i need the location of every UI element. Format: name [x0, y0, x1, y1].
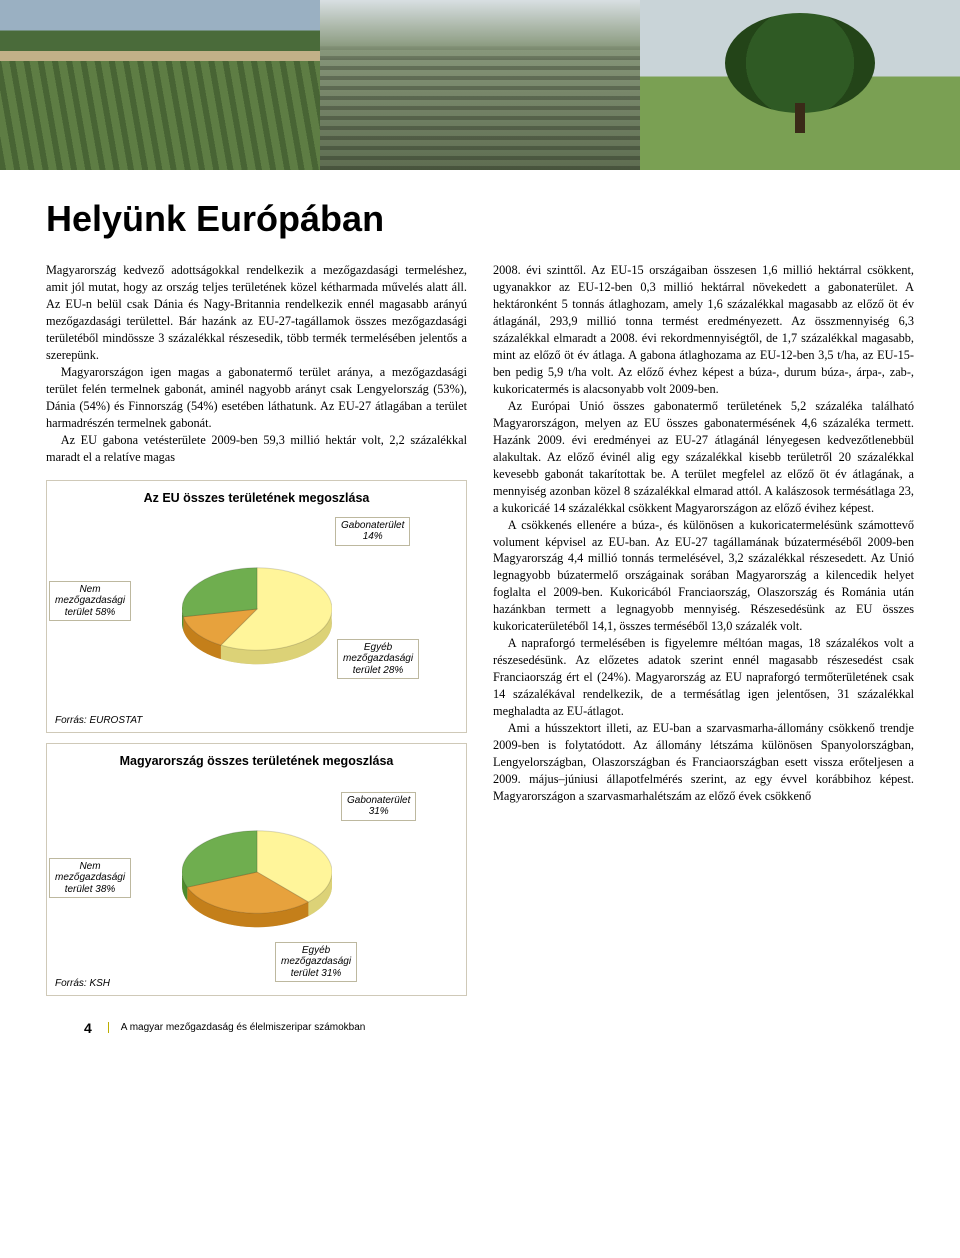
chart-eu-pie — [182, 541, 332, 680]
chart-hu-label-1: Gabonaterület31% — [341, 792, 416, 821]
chart-hu-area: Nemmezőgazdaságiterület 38% Gabonaterüle… — [55, 774, 458, 974]
chart-hu-title: Magyarország összes területének megoszlá… — [55, 754, 458, 768]
chart-eu-area: Nemmezőgazdaságiterület 58% Gabonaterüle… — [55, 511, 458, 711]
chart-hu-pie — [182, 804, 332, 943]
body-paragraph: A csökkenés ellenére a búza-, és különös… — [493, 517, 914, 636]
page-title: Helyünk Európában — [46, 198, 914, 240]
body-paragraph: Magyarország kedvező adottságokkal rende… — [46, 262, 467, 364]
body-paragraph: A napraforgó termelésében is figyelemre … — [493, 635, 914, 720]
footer-text: A magyar mezőgazdaság és élelmiszeripar … — [108, 1022, 366, 1033]
banner-image-left — [0, 0, 320, 170]
chart-hu-source: Forrás: KSH — [55, 978, 458, 989]
column-left: Magyarország kedvező adottságokkal rende… — [46, 262, 467, 996]
chart-eu-title: Az EU összes területének megoszlása — [55, 491, 458, 505]
chart-hu-label-0: Nemmezőgazdaságiterület 38% — [49, 858, 131, 899]
body-paragraph: Magyarországon igen magas a gabonatermő … — [46, 364, 467, 432]
body-paragraph: 2008. évi szinttől. Az EU-15 országaiban… — [493, 262, 914, 398]
body-paragraph: Az Európai Unió összes gabonatermő terül… — [493, 398, 914, 517]
chart-eu-label-2: Egyébmezőgazdaságiterület 28% — [337, 639, 419, 680]
chart-eu-box: Az EU összes területének megoszlása Nemm… — [46, 480, 467, 733]
two-column-layout: Magyarország kedvező adottságokkal rende… — [46, 262, 914, 996]
page-number: 4 — [84, 1020, 92, 1036]
body-paragraph: Ami a hússzektort illeti, az EU-ban a sz… — [493, 720, 914, 805]
body-paragraph: Az EU gabona vetésterülete 2009-ben 59,3… — [46, 432, 467, 466]
column-right: 2008. évi szinttől. Az EU-15 országaiban… — [493, 262, 914, 996]
chart-hu-label-2: Egyébmezőgazdaságiterület 31% — [275, 942, 357, 983]
banner-image-right — [640, 0, 960, 170]
tree-illustration — [725, 13, 875, 133]
chart-hu-box: Magyarország összes területének megoszlá… — [46, 743, 467, 996]
header-photo-banner — [0, 0, 960, 170]
chart-eu-label-1: Gabonaterület14% — [335, 517, 410, 546]
page-footer: 4 A magyar mezőgazdaság és élelmiszeripa… — [46, 1020, 914, 1036]
chart-eu-source: Forrás: EUROSTAT — [55, 715, 458, 726]
banner-image-middle — [320, 0, 640, 170]
chart-eu-label-0: Nemmezőgazdaságiterület 58% — [49, 581, 131, 622]
